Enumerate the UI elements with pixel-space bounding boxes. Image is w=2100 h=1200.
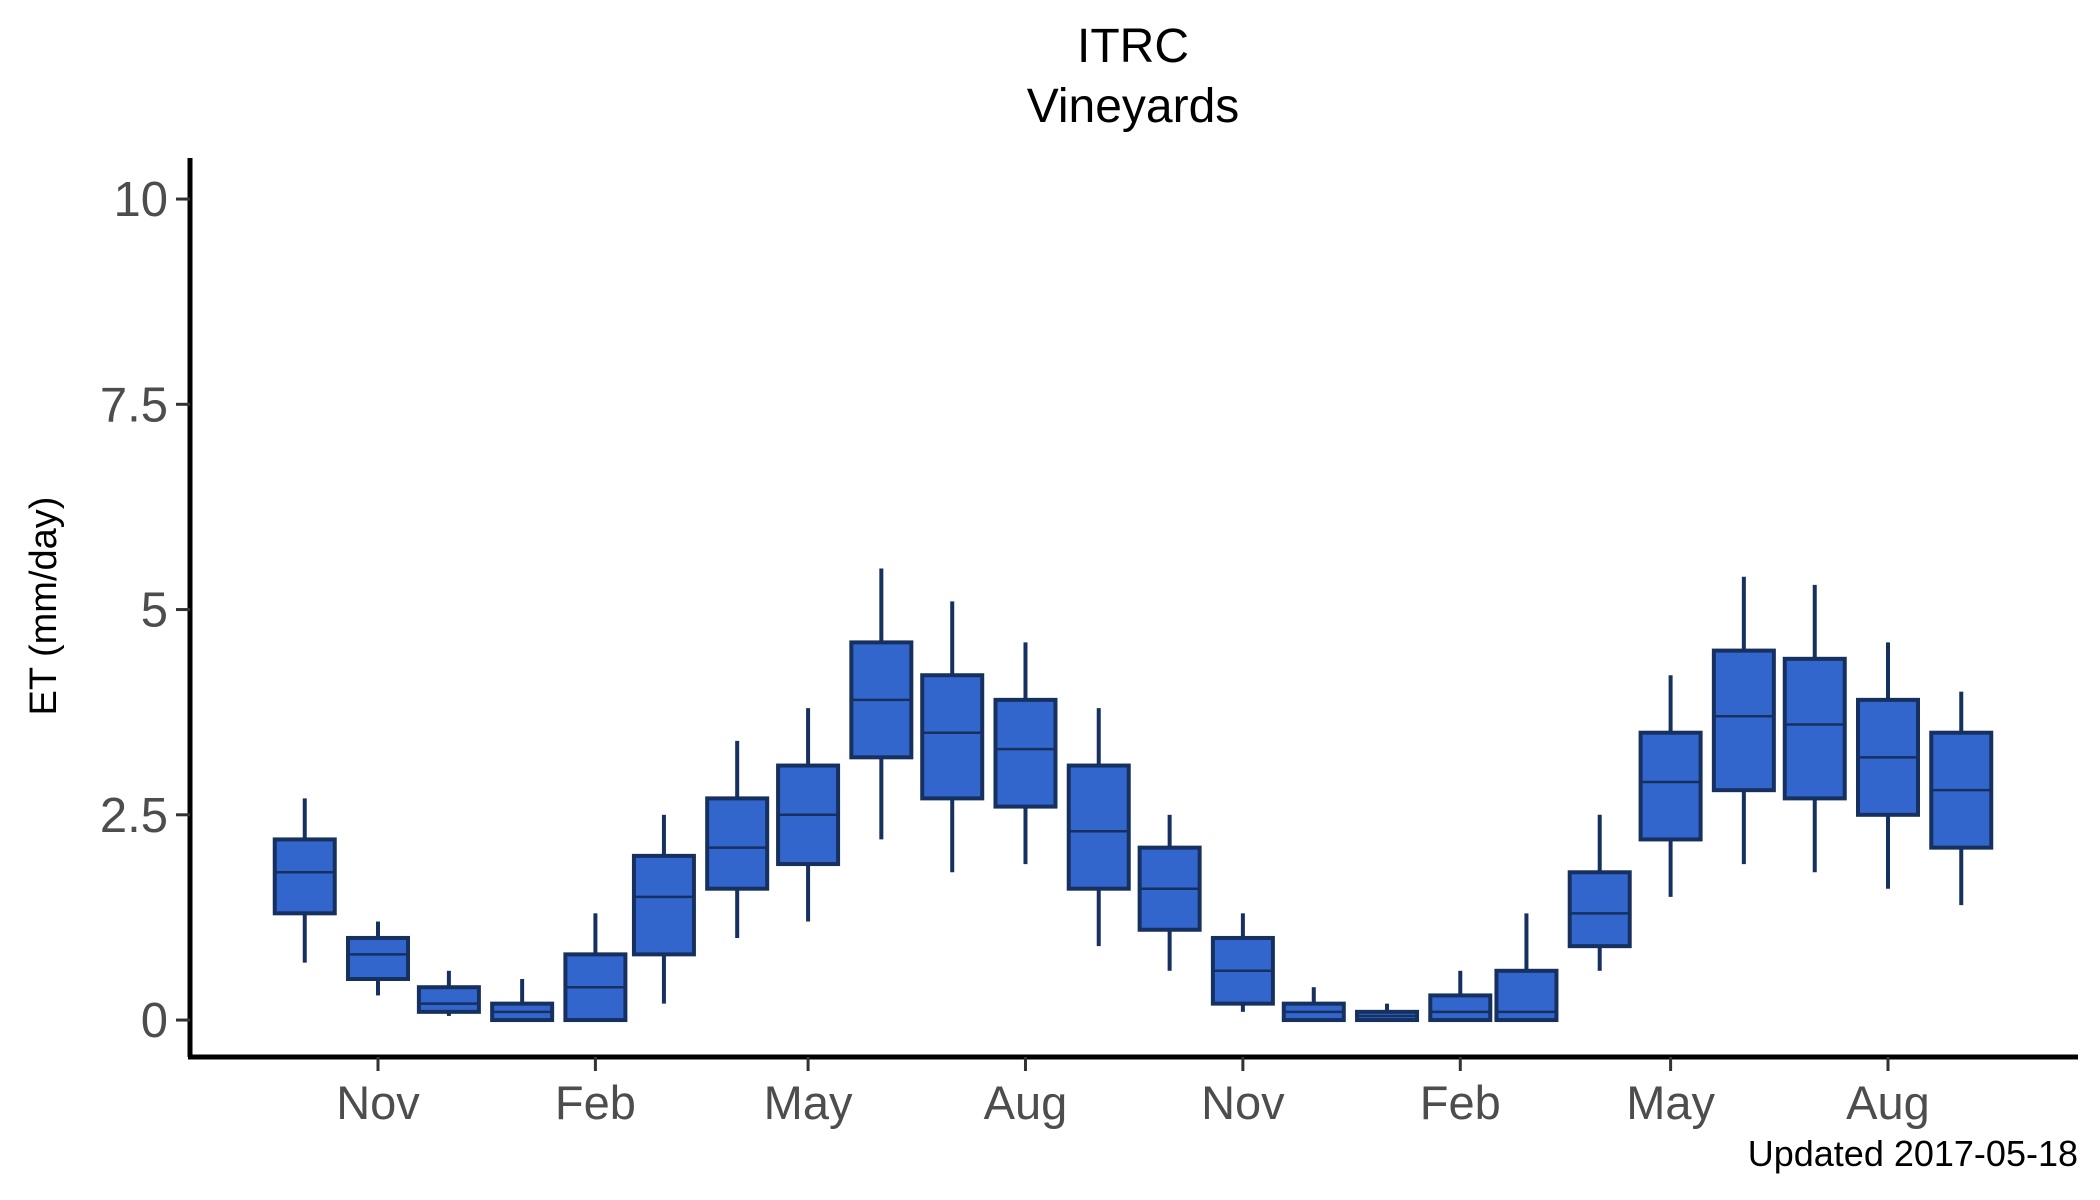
plot-area (272, 568, 1994, 1023)
box-2017-01-01 (1355, 1003, 1420, 1023)
box-2017-04-01 (1567, 814, 1632, 971)
box-2016-12-01 (1281, 987, 1346, 1023)
box-iqr (1428, 993, 1493, 1023)
box-2016-06-01 (849, 568, 914, 840)
y-tick-label: 10 (113, 173, 168, 227)
box-2016-10-01 (1137, 814, 1202, 971)
x-tick-label: Feb (1420, 1076, 1501, 1129)
box-2017-05-01 (1638, 675, 1703, 897)
x-tick-label: Feb (555, 1076, 636, 1129)
chart-title: ITRC (1077, 20, 1189, 73)
box-iqr (1638, 730, 1703, 842)
y-tick-label: 2.5 (100, 789, 168, 843)
box-iqr (631, 853, 696, 957)
x-tick-label: Nov (336, 1076, 420, 1129)
box-2015-11-01 (346, 921, 410, 996)
box-iqr (1567, 870, 1632, 949)
chart-subtitle: Vineyards (1027, 80, 1240, 133)
box-2017-08-01 (1856, 642, 1920, 889)
x-tick-label: Nov (1201, 1076, 1285, 1129)
box-2016-11-01 (1210, 913, 1275, 1012)
box-iqr (1782, 656, 1847, 801)
box-2016-07-01 (920, 601, 985, 873)
box-2017-09-01 (1929, 691, 1994, 906)
box-2016-05-01 (776, 708, 841, 922)
y-tick-label: 0 (141, 994, 168, 1048)
box-2016-09-01 (1066, 708, 1131, 947)
x-tick-label: Aug (984, 1076, 1068, 1129)
x-tick-label: May (764, 1076, 853, 1129)
box-iqr (272, 837, 337, 916)
box-iqr (920, 673, 985, 801)
y-tick-label: 7.5 (100, 378, 168, 432)
y-axis-label: ET (mm/day) (23, 497, 65, 716)
box-iqr (1066, 763, 1131, 891)
x-tick-label: Aug (1846, 1076, 1930, 1129)
x-axis-ticks: Nov Feb May Aug Nov Feb May Aug (336, 1057, 1930, 1129)
x-tick-label: May (1626, 1076, 1715, 1129)
box-iqr (993, 697, 1058, 809)
box-2017-07-01 (1782, 584, 1847, 873)
box-2015-10-01 (272, 798, 337, 963)
box-2017-03-01 (1494, 913, 1559, 1023)
box-2016-08-01 (993, 642, 1058, 865)
box-iqr (705, 796, 770, 891)
box-2016-04-01 (705, 740, 770, 938)
box-iqr (1711, 648, 1776, 793)
box-2017-06-01 (1711, 576, 1776, 865)
box-2016-01-01 (490, 979, 555, 1023)
box-2015-12-01 (416, 970, 481, 1016)
box-iqr (416, 985, 481, 1014)
box-2016-03-01 (631, 814, 696, 1004)
y-axis-ticks: 0 2.5 5 7.5 10 (100, 173, 190, 1048)
box-iqr (346, 935, 410, 982)
box-2016-02-01 (563, 913, 628, 1023)
box-2017-02-01 (1428, 970, 1493, 1023)
y-tick-label: 5 (141, 584, 168, 638)
updated-caption: Updated 2017-05-18 (1748, 1133, 2078, 1174)
